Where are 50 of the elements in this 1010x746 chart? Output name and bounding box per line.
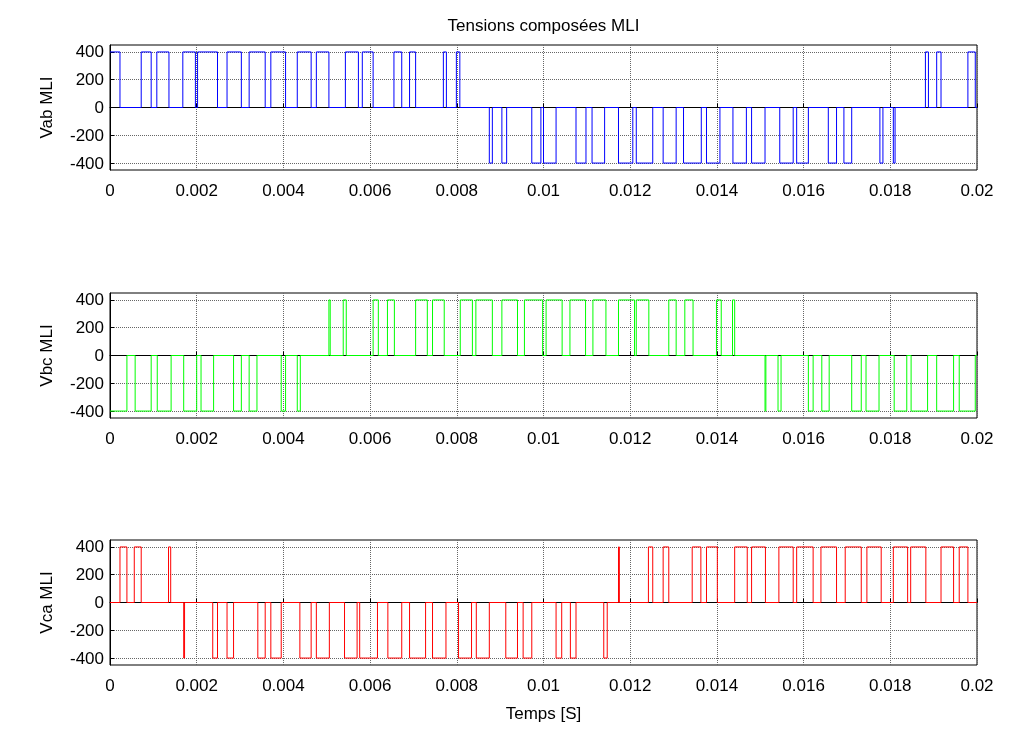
x-tick-label: 0.008 <box>435 429 479 448</box>
x-tick-label: 0.02 <box>960 429 994 448</box>
x-tick-label: 0.018 <box>869 429 912 448</box>
x-tick-label: 0.016 <box>782 181 825 200</box>
y-tick-label: -400 <box>69 401 104 421</box>
y-tick-label: 200 <box>75 70 104 90</box>
y-tick-label: 200 <box>75 565 104 585</box>
x-tick-label: 0.002 <box>175 676 218 695</box>
x-tick-label: 0.008 <box>435 676 479 695</box>
y-tick-label: -200 <box>69 373 104 393</box>
x-tick-label: 0.018 <box>869 676 912 695</box>
x-tick-label: 0.012 <box>608 181 652 200</box>
x-tick-label: 0.006 <box>348 181 392 200</box>
x-tick-label: 0.004 <box>262 676 305 695</box>
y-tick-label: 400 <box>75 42 104 62</box>
x-tick-label: 0.014 <box>695 429 739 448</box>
y-tick-label: 0 <box>94 346 104 365</box>
x-tick-label: 0.02 <box>960 676 994 695</box>
x-tick-label: 0.014 <box>695 676 739 695</box>
x-tick-label: 0.004 <box>262 429 305 448</box>
x-tick-label: 0.008 <box>435 181 479 200</box>
y-tick-label: 200 <box>75 318 104 338</box>
y-tick-label: -200 <box>69 620 104 640</box>
x-tick-label: 0.014 <box>695 181 739 200</box>
x-tick-label: 0.012 <box>608 676 652 695</box>
y-tick-label: 0 <box>94 593 104 612</box>
x-tick-label: 0.01 <box>526 429 561 448</box>
x-tick-label: 0.01 <box>526 181 561 200</box>
x-axis-title: Temps [S] <box>505 704 582 723</box>
x-tick-label: 0.016 <box>782 429 825 448</box>
x-tick-label: 0.002 <box>175 429 218 448</box>
y-axis-title: Vbc MLI <box>37 324 56 387</box>
x-tick-label: 0.012 <box>608 429 652 448</box>
x-tick-label: 0.004 <box>262 181 305 200</box>
y-tick-label: 400 <box>75 537 104 557</box>
y-tick-label: 0 <box>94 98 104 117</box>
y-axis-title: Vca MLI <box>37 571 56 634</box>
x-tick-label: 0.002 <box>175 181 218 200</box>
chart-title: Tensions composées MLI <box>447 16 640 35</box>
x-tick-label: 0.016 <box>782 676 825 695</box>
x-tick-label: 0.006 <box>348 676 392 695</box>
y-tick-label: 400 <box>75 290 104 310</box>
y-tick-label: -400 <box>69 153 104 173</box>
y-axis-title: Vab MLI <box>37 76 56 139</box>
x-tick-label: 0.02 <box>960 181 994 200</box>
x-tick-label: 0.006 <box>348 429 392 448</box>
y-tick-label: -400 <box>69 648 104 668</box>
x-tick-label: 0.018 <box>869 181 912 200</box>
x-tick-label: 0.01 <box>526 676 561 695</box>
y-tick-label: -200 <box>69 125 104 145</box>
